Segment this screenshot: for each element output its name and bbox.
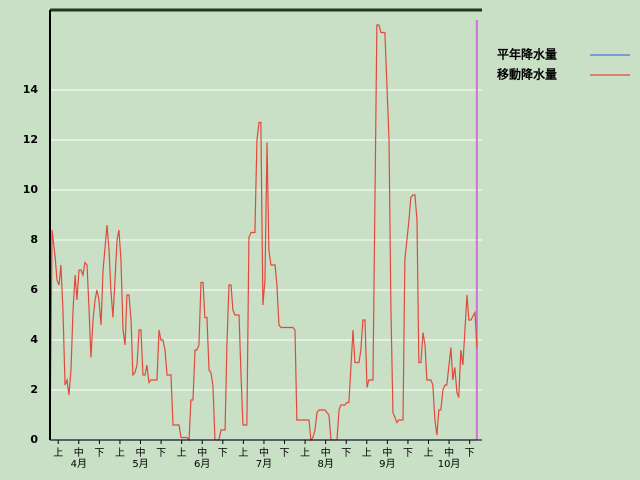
x-tick-label: 上 bbox=[300, 447, 310, 459]
x-tick-label: 下 bbox=[280, 448, 290, 459]
x-tick-label: 上 bbox=[424, 447, 434, 459]
month-label: 10月 bbox=[438, 458, 461, 470]
x-tick-label: 上 bbox=[238, 447, 248, 459]
month-label: 6月 bbox=[194, 458, 210, 470]
legend-label: 平年降水量 bbox=[497, 47, 557, 62]
x-tick-label: 下 bbox=[465, 448, 475, 459]
x-tick-label: 下 bbox=[94, 448, 104, 459]
month-label: 7月 bbox=[256, 458, 272, 470]
y-tick-label: 0 bbox=[30, 433, 38, 446]
month-label: 8月 bbox=[317, 458, 333, 470]
series-line bbox=[49, 24, 478, 442]
x-tick-label: 下 bbox=[156, 448, 166, 459]
y-tick-label: 8 bbox=[30, 233, 38, 246]
x-tick-label: 下 bbox=[403, 448, 413, 459]
x-tick-label: 上 bbox=[362, 447, 372, 459]
x-tick-label: 中 bbox=[382, 446, 392, 459]
y-tick-label: 6 bbox=[30, 283, 38, 296]
month-label: 4月 bbox=[71, 458, 87, 470]
x-tick-label: 中 bbox=[197, 446, 207, 459]
x-tick-label: 下 bbox=[218, 448, 228, 459]
x-tick-label: 下 bbox=[341, 448, 351, 459]
month-label: 5月 bbox=[132, 458, 148, 470]
y-tick-label: 14 bbox=[23, 83, 39, 96]
y-tick-label: 10 bbox=[23, 183, 39, 196]
x-tick-label: 中 bbox=[259, 446, 269, 459]
y-tick-label: 12 bbox=[23, 133, 38, 146]
x-tick-label: 中 bbox=[74, 446, 84, 459]
x-tick-label: 上 bbox=[177, 447, 187, 459]
legend-label: 移動降水量 bbox=[497, 67, 557, 82]
x-tick-label: 上 bbox=[115, 447, 125, 459]
y-tick-label: 2 bbox=[30, 383, 38, 396]
x-tick-label: 上 bbox=[53, 447, 63, 459]
x-tick-label: 中 bbox=[136, 446, 146, 459]
x-tick-label: 中 bbox=[321, 446, 331, 459]
month-label: 9月 bbox=[379, 458, 395, 470]
y-tick-label: 4 bbox=[30, 333, 38, 346]
x-tick-label: 中 bbox=[444, 446, 454, 459]
